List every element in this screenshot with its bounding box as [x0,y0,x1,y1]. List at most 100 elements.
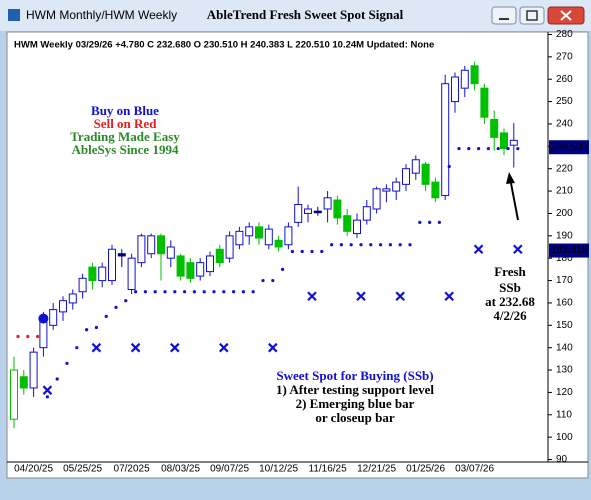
y-tick-label: 190 [556,230,573,241]
candle-body [186,262,195,279]
annotation: Buy on Blue [91,103,159,118]
candle-body [29,351,38,389]
minimize-button[interactable] [491,6,517,25]
candle-body [19,376,28,389]
candle-body [333,199,342,219]
x-tick-label: 05/25/25 [63,464,102,475]
candle-body [274,239,283,248]
annotation: Trading Made Easy [70,129,180,144]
y-tick-label: 110 [556,409,572,420]
annotation: Fresh [494,264,526,279]
arrow-head [506,172,515,184]
candle-body [215,248,224,264]
y-tick-label: 280 [556,29,573,40]
plot: 90 100 110 120 130 140 150 160 170 180 190 200 210 22… [10,29,589,475]
support-dot [124,299,128,303]
support-dot [16,334,20,339]
y-tick-label: 130 [556,365,573,376]
y-tick-label: 150 [556,320,573,331]
chart-area [6,31,589,479]
candle-body [362,206,371,221]
support-dot [104,314,108,318]
signal-x [444,291,454,301]
candle-body [127,257,136,291]
support-dot [320,249,324,254]
candle-body [372,188,381,210]
support-dot [45,395,50,399]
signal-x [395,291,405,301]
y-tick-label: 260 [556,74,573,85]
y-tick-label: 170 [556,275,573,286]
candle-body [470,65,479,85]
maximize-button[interactable] [519,6,545,25]
annotation: at 232.68 [485,294,535,309]
x-tick-label: 03/07/26 [455,464,494,475]
annotation: Sweet Spot for Buying (SSb) [276,368,433,383]
candle-body [509,139,518,146]
support-dot [173,290,177,294]
x-tick-label: 10/12/25 [259,464,298,475]
candle-body [49,309,58,326]
support-dot [310,249,314,254]
support-dot [271,278,275,283]
support-dot [36,334,40,339]
support-dot [94,325,98,330]
candle-body [441,83,450,197]
support-dot [330,243,334,247]
price-label: 183.418 [551,245,588,256]
signal-x [42,385,53,395]
candle-body [235,230,244,246]
signal-x [91,342,102,353]
support-dot [300,249,304,254]
candle-body [411,159,420,174]
candle-body [353,219,361,235]
candle-body [500,132,508,150]
annotation: or closeup bar [315,410,394,425]
support-dot [85,328,89,332]
candle-body [245,226,254,237]
y-tick-label: 200 [556,208,573,219]
support-dot [359,243,363,247]
y-tick-label: 250 [556,96,573,107]
annotation: SSb [499,280,521,295]
price-label-box [549,140,589,155]
annotation: AbleSys Since 1994 [72,142,179,157]
x-tick-label: 01/25/26 [406,464,445,475]
annotation: 2) Emerging blue bar [296,396,415,411]
support-dot [437,220,441,224]
window-title: HWM Monthly/HWM Weekly [26,8,177,22]
close-icon [560,10,572,21]
candle-body [166,246,175,259]
candle-body [392,181,401,192]
price-label-box [549,243,589,258]
candle-body [343,215,352,232]
candle-body [137,235,146,264]
support-dot [202,290,206,294]
candle-body [264,228,273,246]
candle-body [78,277,87,293]
support-dot [457,146,461,151]
candle-body [68,293,77,304]
support-dot [379,243,383,247]
candle-body [10,369,18,420]
y-tick-label: 240 [556,119,573,130]
annotation: 1) After testing support level [276,382,434,397]
candle-body [59,300,67,313]
candle-body [176,255,185,277]
signal-x [356,291,366,301]
support-dot [398,243,402,247]
candle-body [206,255,214,273]
candle-body [460,69,469,89]
signal-x [268,342,278,353]
candle-body [117,253,126,257]
candle-body [451,76,459,103]
support-dot [477,146,481,151]
support-dot [65,361,69,365]
chart-title: AbleTrend Fresh Sweet Spot Signal [207,7,404,22]
candle-body [431,181,440,199]
signal-x [513,244,523,255]
y-tick-label: 100 [556,432,573,443]
y-tick-label: 120 [556,387,573,398]
